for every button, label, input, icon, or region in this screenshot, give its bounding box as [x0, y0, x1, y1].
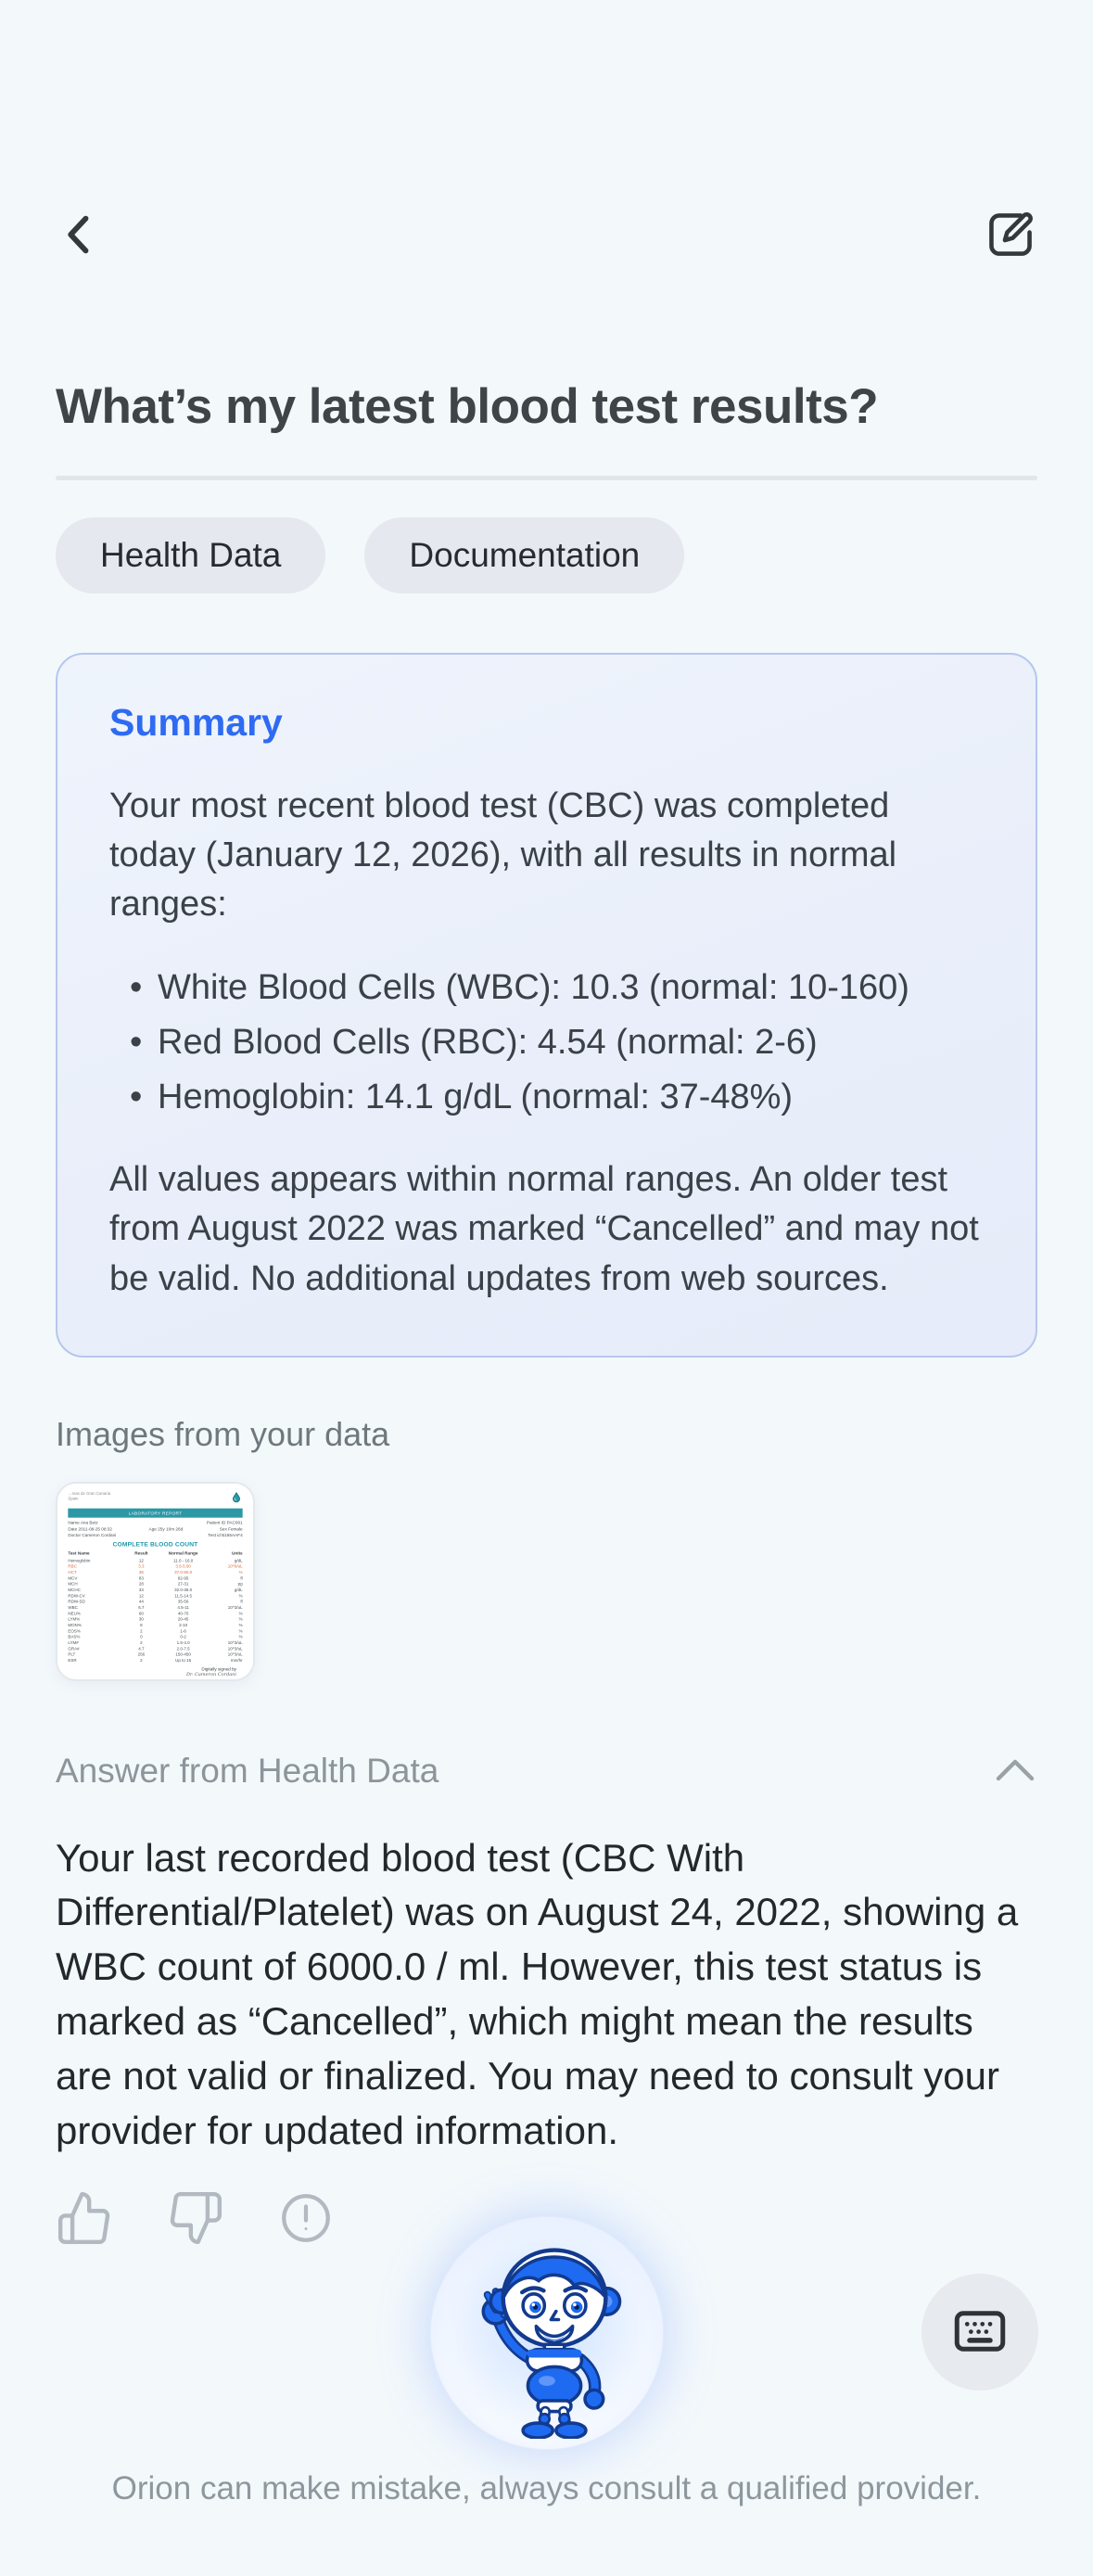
summary-card: Summary Your most recent blood test (CBC… [56, 653, 1037, 1358]
images-section-label: Images from your data [56, 1414, 390, 1453]
lab-report-thumbnail[interactable]: …mas de Gran Canaria Spain LABORATORY RE… [56, 1481, 255, 1681]
lab-table-row: MON% 8 2-10 % [68, 1622, 243, 1627]
answer-body: Your last recorded blood test (CBC With … [56, 1835, 1019, 2152]
disclaimer-text: Orion can make mistake, always consult a… [111, 2470, 982, 2506]
chip-documentation[interactable]: Documentation [364, 517, 685, 593]
lab-table-row: Hemoglobin 12 11.0 - 16.0 g/dL [68, 1558, 243, 1563]
screen: What’s my latest blood test results? Hea… [0, 206, 1093, 2247]
lab-droplet-logo-icon [230, 1491, 242, 1505]
summary-bullet: Hemoglobin: 14.1 g/dL (normal: 37-48%) [109, 1073, 984, 1122]
back-button[interactable] [56, 207, 104, 265]
summary-bullet: Red Blood Cells (RBC): 4.54 (normal: 2-6… [109, 1018, 984, 1067]
lab-table-row: ESR 2 Up to 15 mm/hr [68, 1657, 243, 1663]
thumbs-up-button[interactable] [56, 2189, 113, 2247]
lab-table-row: WBC 6.7 4.5-11 10^3/uL [68, 1604, 243, 1610]
keyboard-icon [949, 2301, 1010, 2365]
orion-robot-mascot [455, 2224, 639, 2443]
lab-signature: Digitally signed by Dr. Cameron Cordani [186, 1665, 236, 1677]
report-issue-icon [278, 2190, 334, 2246]
lab-table-row: HCT 36 37.0-50.0 % [68, 1569, 243, 1575]
lab-report-header-bar: LABORATORY REPORT [68, 1508, 243, 1518]
lab-table-row: RDW-CV 12 11.5-14.5 % [68, 1593, 243, 1599]
lab-table-row: BAS% 0 0-2 % [68, 1634, 243, 1639]
lab-table-row: EOS% 2 1-6 % [68, 1628, 243, 1634]
feedback-row [56, 2189, 1037, 2247]
lab-results-table: Test Name Result Normal Range Units Hemo… [68, 1550, 242, 1664]
summary-bullet: White Blood Cells (WBC): 10.3 (normal: 1… [109, 963, 984, 1013]
new-chat-button[interactable] [984, 208, 1037, 264]
thumbs-up-icon [56, 2189, 113, 2247]
lab-report-title: COMPLETE BLOOD COUNT [112, 1540, 198, 1549]
answer-collapse-button[interactable] [993, 1753, 1037, 1788]
summary-bullet-list: White Blood Cells (WBC): 10.3 (normal: 1… [109, 963, 984, 1123]
answer-section-header: Answer from Health Data [56, 1752, 1037, 1791]
lab-table-row: MCV 83 82-95 fl [68, 1575, 243, 1581]
question-title: What’s my latest blood test results? [56, 379, 879, 434]
edit-compose-icon [984, 208, 1037, 264]
summary-heading: Summary [109, 701, 283, 744]
assistant-avatar-button[interactable] [429, 2216, 664, 2450]
lab-report-document: …mas de Gran Canaria Spain LABORATORY RE… [57, 1484, 253, 1679]
lab-table-row: LYM# 2 1.5-4.0 10^3/uL [68, 1639, 243, 1645]
summary-intro: Your most recent blood test (CBC) was co… [109, 786, 897, 925]
lab-table-row: LYM% 30 20-45 % [68, 1616, 243, 1622]
top-bar [56, 206, 1037, 265]
thumbs-down-button[interactable] [167, 2189, 224, 2247]
lab-table-row: NEU% 60 40-70 % [68, 1611, 243, 1616]
lab-table-row: GRA# 4.7 2.0-7.5 10^3/uL [68, 1646, 243, 1651]
lab-table-row: MCHC 33 32.0-36.0 g/dL [68, 1587, 243, 1592]
keyboard-toggle-button[interactable] [921, 2274, 1038, 2391]
lab-report-meta: Name Ana Betz Patient ID PAC001 Date 2011… [68, 1520, 243, 1537]
chevron-left-icon [56, 207, 104, 265]
source-chips: Health Data Documentation [56, 517, 1037, 593]
lab-hospital-text: …mas de Gran Canaria Spain [68, 1490, 111, 1501]
chip-health-data[interactable]: Health Data [56, 517, 326, 593]
divider [56, 476, 1037, 480]
answer-section-label: Answer from Health Data [56, 1751, 439, 1790]
lab-table-row: RBC 3.3 3.5-5.50 10^6/uL [68, 1563, 243, 1569]
lab-table-row: MCH 28 27-31 pg [68, 1581, 243, 1587]
lab-table-header: Test Name Result Normal Range Units [68, 1550, 243, 1556]
lab-table-row: PLT 256 150-450 10^3/uL [68, 1651, 243, 1657]
chevron-up-icon [993, 1753, 1037, 1788]
thumbs-down-icon [167, 2189, 224, 2247]
report-issue-button[interactable] [278, 2190, 334, 2246]
lab-table-row: RDW-SD 44 35-56 fl [68, 1599, 243, 1604]
summary-outro: All values appears within normal ranges.… [109, 1160, 979, 1298]
